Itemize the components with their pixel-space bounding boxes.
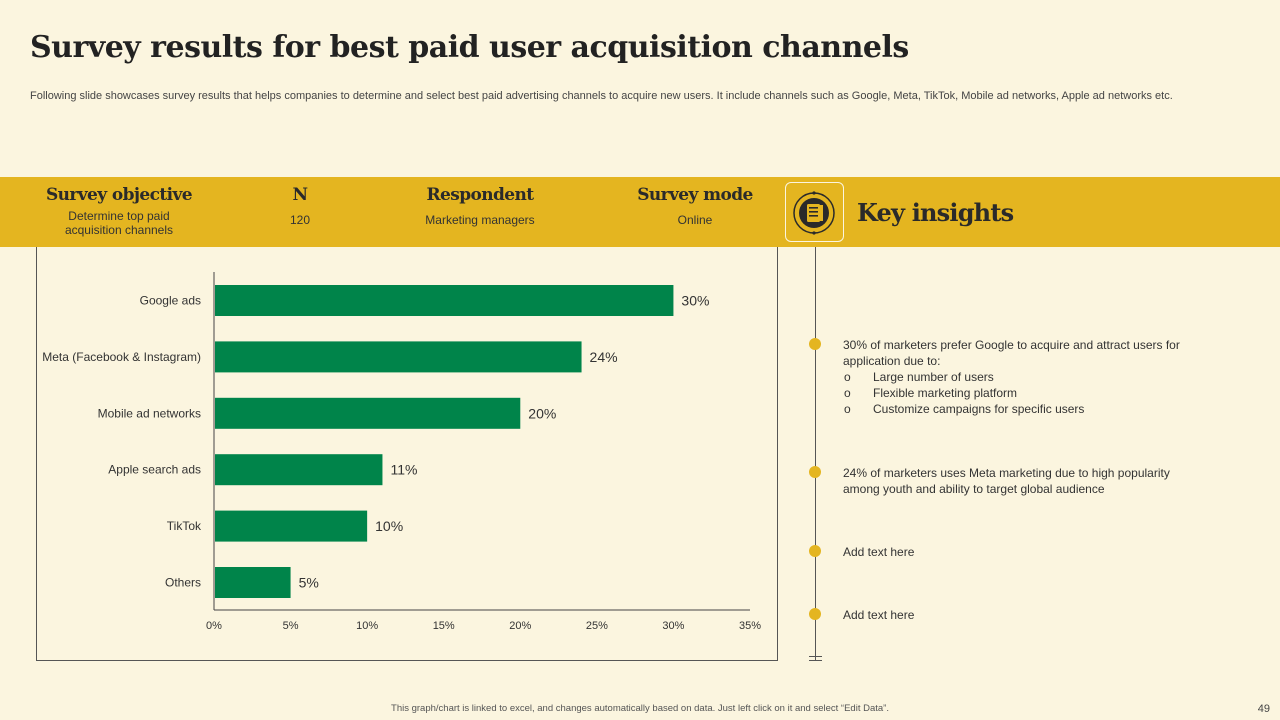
survey-info-band: Survey objective Determine top paid acqu… bbox=[0, 177, 1280, 247]
notebook-icon bbox=[793, 191, 835, 235]
x-tick-label: 15% bbox=[433, 620, 455, 632]
page-title: Survey results for best paid user acquis… bbox=[30, 30, 909, 65]
survey-objective-value: Determine top paid acquisition channels bbox=[64, 209, 174, 237]
survey-mode-label: Survey mode bbox=[637, 185, 753, 205]
insight-bullet: Flexible marketing platform bbox=[843, 385, 1208, 401]
key-insights-title: Key insights bbox=[857, 198, 1014, 227]
page-subtitle: Following slide showcases survey results… bbox=[30, 90, 1173, 102]
insight-text: 24% of marketers uses Meta marketing due… bbox=[843, 466, 1170, 496]
insight-dot bbox=[809, 466, 821, 478]
survey-mode: Survey mode Online bbox=[625, 185, 765, 227]
category-label: Google ads bbox=[140, 294, 201, 308]
category-label: Apple search ads bbox=[108, 463, 201, 477]
x-tick-label: 25% bbox=[586, 620, 608, 632]
footer-note: This graph/chart is linked to excel, and… bbox=[391, 703, 889, 714]
survey-respondent: Respondent Marketing managers bbox=[400, 185, 560, 227]
insights-timeline bbox=[815, 247, 816, 660]
x-tick-label: 35% bbox=[739, 620, 761, 632]
category-label: TikTok bbox=[167, 519, 202, 533]
category-label: Others bbox=[165, 576, 201, 590]
data-label: 30% bbox=[681, 293, 709, 309]
insight-item: 30% of marketers prefer Google to acquir… bbox=[843, 337, 1208, 417]
survey-n: N 120 bbox=[240, 185, 360, 227]
survey-objective: Survey objective Determine top paid acqu… bbox=[29, 185, 209, 237]
insight-text: 30% of marketers prefer Google to acquir… bbox=[843, 338, 1180, 368]
bar bbox=[215, 341, 582, 373]
survey-n-value: 120 bbox=[289, 213, 311, 227]
survey-respondent-label: Respondent bbox=[426, 185, 534, 205]
insight-text: Add text here bbox=[843, 545, 915, 559]
insight-bullets: Large number of users Flexible marketing… bbox=[843, 369, 1208, 417]
x-tick-label: 20% bbox=[509, 620, 531, 632]
bar bbox=[215, 454, 383, 486]
key-insights-icon-box bbox=[785, 182, 844, 242]
bar bbox=[215, 567, 291, 598]
insight-item: 24% of marketers uses Meta marketing due… bbox=[843, 465, 1208, 497]
bar bbox=[215, 285, 674, 316]
survey-n-label: N bbox=[292, 185, 309, 205]
survey-mode-value: Online bbox=[677, 213, 713, 227]
timeline-end-mark bbox=[809, 656, 822, 657]
insight-dot bbox=[809, 338, 821, 350]
x-tick-label: 0% bbox=[206, 620, 222, 632]
data-label: 11% bbox=[390, 462, 417, 478]
insight-text: Add text here bbox=[843, 608, 915, 622]
x-tick-label: 5% bbox=[283, 620, 299, 632]
survey-respondent-value: Marketing managers bbox=[425, 213, 535, 227]
timeline-end-mark bbox=[809, 660, 822, 661]
x-tick-label: 10% bbox=[356, 620, 378, 632]
data-label: 24% bbox=[590, 349, 618, 365]
insight-dot bbox=[809, 545, 821, 557]
survey-objective-label: Survey objective bbox=[45, 185, 193, 205]
insight-bullet: Customize campaigns for specific users bbox=[843, 401, 1208, 417]
data-label: 20% bbox=[528, 405, 556, 421]
bar bbox=[215, 397, 521, 429]
data-label: 10% bbox=[375, 518, 403, 534]
category-label: Mobile ad networks bbox=[98, 406, 201, 420]
data-label: 5% bbox=[299, 575, 319, 591]
insight-bullet: Large number of users bbox=[843, 369, 1208, 385]
x-tick-label: 30% bbox=[662, 620, 684, 632]
bar bbox=[215, 510, 368, 542]
category-label: Meta (Facebook & Instagram) bbox=[42, 350, 201, 364]
insight-item: Add text here bbox=[843, 607, 1208, 623]
chart-frame bbox=[36, 247, 778, 661]
insight-dot bbox=[809, 608, 821, 620]
insight-item: Add text here bbox=[843, 544, 1208, 560]
page-number: 49 bbox=[1257, 703, 1270, 715]
